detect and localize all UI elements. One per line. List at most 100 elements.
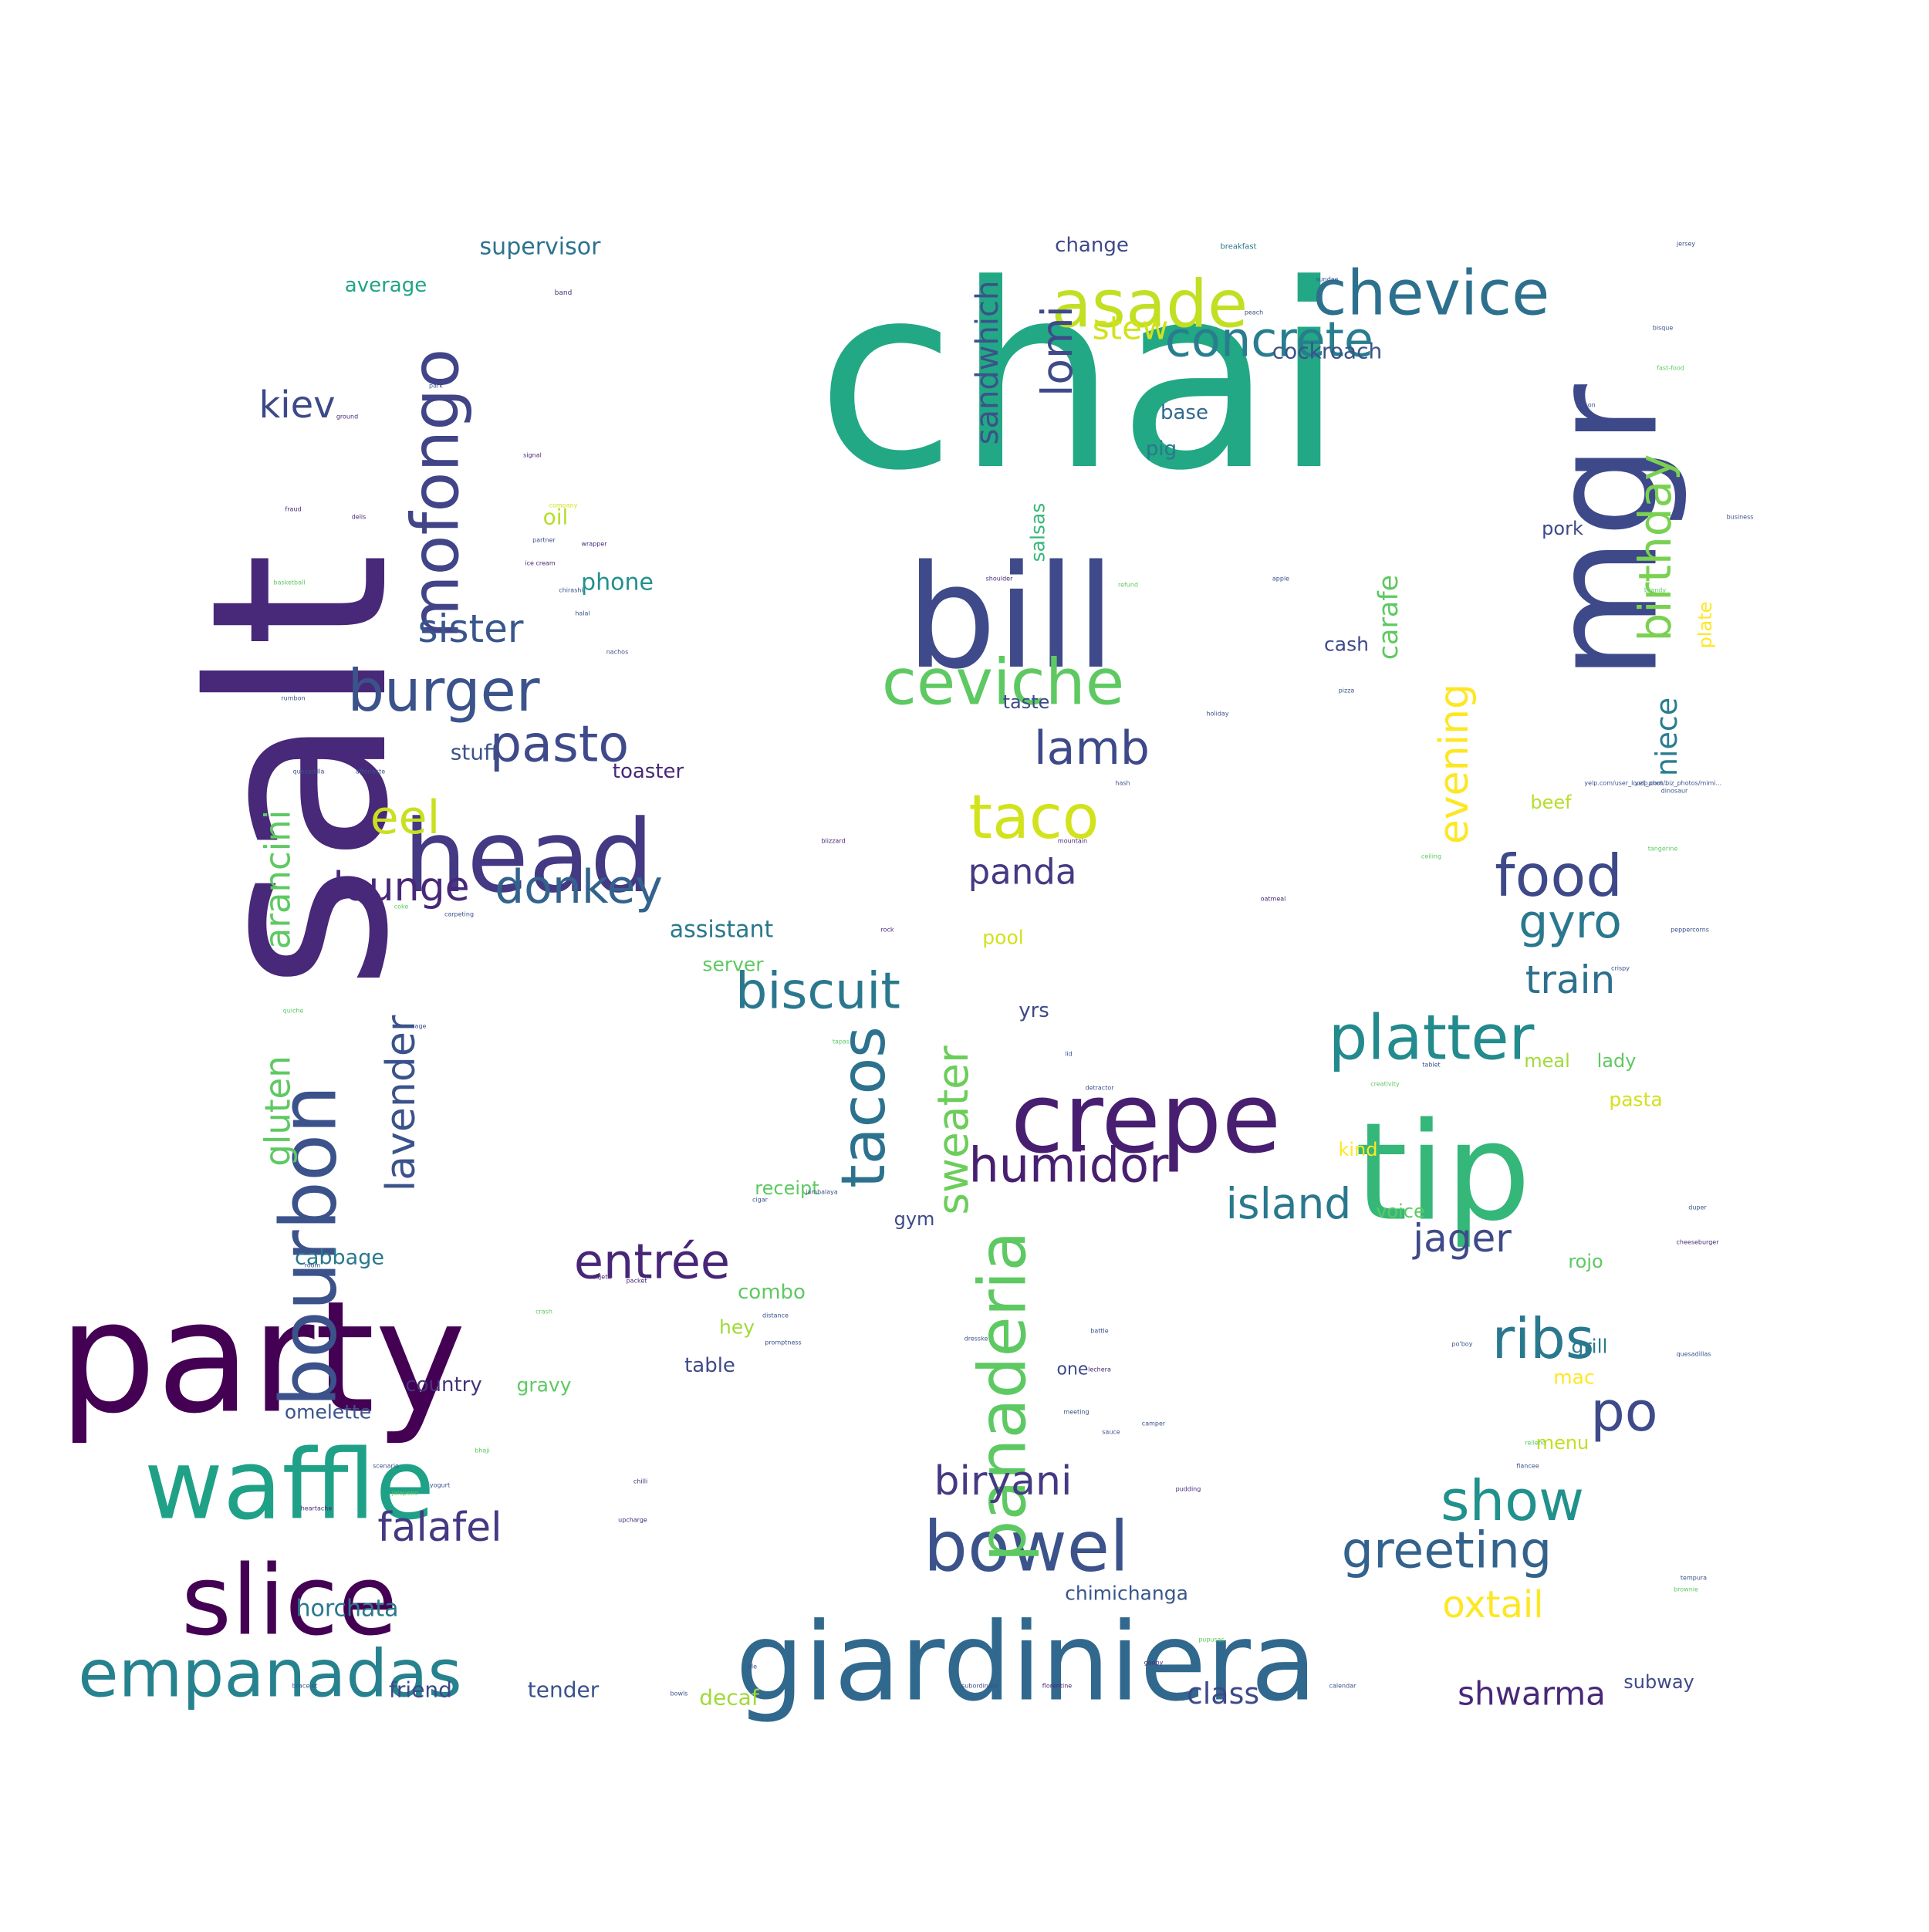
word-186: detractor <box>1085 1085 1114 1092</box>
word-185: lid <box>1065 1051 1073 1058</box>
word-90: server <box>702 954 764 976</box>
word-40: gyro <box>1519 895 1622 949</box>
word-178: yelp.com/biz_photos/mimi... <box>1635 780 1721 787</box>
word-126: carpeting <box>444 911 474 918</box>
word-56: niece <box>1650 697 1684 776</box>
word-30: entrée <box>574 1234 730 1290</box>
word-172: lesson <box>1576 402 1595 409</box>
word-181: tangerine <box>1648 846 1678 853</box>
word-93: one <box>1057 1360 1089 1380</box>
word-63: chimichanga <box>1065 1582 1188 1605</box>
word-145: bracelet <box>292 1683 318 1690</box>
word-15: ceviche <box>882 647 1124 720</box>
word-9: crepe <box>1011 1063 1282 1175</box>
word-50: kiev <box>258 383 335 427</box>
word-49: arancini <box>258 810 299 949</box>
word-141: yogurt <box>430 1482 450 1489</box>
word-102: pasta <box>1609 1089 1662 1111</box>
word-99: pork <box>1542 518 1583 539</box>
word-12: mofongo <box>398 349 475 640</box>
word-116: chirashi <box>559 587 583 594</box>
word-173: business <box>1727 514 1754 521</box>
word-51: gluten <box>258 1056 299 1166</box>
word-41: biryani <box>934 1458 1073 1505</box>
word-120: rumbon <box>281 695 305 702</box>
word-176: oatmeal <box>1261 896 1286 903</box>
word-86: salsas <box>1027 503 1049 562</box>
word-26: greeting <box>1342 1522 1552 1580</box>
word-11: slice <box>181 1545 397 1657</box>
word-38: sweater <box>928 1045 978 1215</box>
word-115: ice cream <box>525 560 555 567</box>
word-91: kind <box>1338 1139 1377 1160</box>
word-18: panaderia <box>965 1231 1042 1562</box>
word-94: rojo <box>1568 1251 1603 1272</box>
word-8: bourbon <box>264 1085 354 1407</box>
word-179: yelp.com/user_local_phot... <box>1584 780 1668 787</box>
word-3: bill <box>906 534 1116 701</box>
word-59: assistant <box>670 917 774 944</box>
word-7: head <box>404 798 654 915</box>
word-165: holiday <box>1206 711 1228 718</box>
word-98: beef <box>1530 792 1572 813</box>
word-42: island <box>1226 1179 1352 1228</box>
word-140: jalapeno <box>391 1490 418 1497</box>
word-167: sundae <box>1316 276 1338 283</box>
word-43: jager <box>1412 1216 1512 1261</box>
word-190: lechera <box>1088 1366 1111 1373</box>
word-29: pasto <box>490 716 629 774</box>
word-125: coke <box>394 904 409 910</box>
word-192: relleno <box>1525 1440 1546 1447</box>
word-81: average <box>345 274 427 297</box>
word-109: signal <box>523 452 542 459</box>
word-65: friend <box>389 1677 452 1703</box>
word-180: dinosaur <box>1661 788 1688 795</box>
word-111: partner <box>532 537 556 544</box>
word-110: company <box>549 502 578 509</box>
word-174: brandy <box>1644 587 1666 594</box>
word-31: donkey <box>495 860 663 914</box>
word-118: halal <box>575 610 590 617</box>
word-147: ale <box>748 1663 757 1670</box>
word-48: lounge <box>333 864 469 910</box>
word-53: panda <box>968 852 1077 893</box>
word-2: party <box>59 1268 467 1448</box>
word-25: show <box>1441 1468 1584 1533</box>
word-0: chai <box>816 230 1345 526</box>
word-122: afterlaste <box>356 768 385 775</box>
word-10: waffle <box>144 1430 435 1542</box>
word-5: tip <box>1355 1095 1531 1251</box>
word-150: goopy <box>1144 1660 1164 1667</box>
word-105: breakfast <box>1220 243 1256 252</box>
word-32: humidor <box>969 1137 1169 1194</box>
word-62: supervisor <box>480 234 602 261</box>
word-44: evening <box>1431 684 1478 844</box>
word-6: giardiniera <box>735 1600 1317 1726</box>
word-36: lomi <box>1032 306 1082 397</box>
word-130: cigar <box>752 1197 769 1204</box>
word-193: fiancee <box>1516 1463 1539 1470</box>
word-54: oxtail <box>1442 1583 1543 1626</box>
word-127: quiche <box>283 1008 304 1015</box>
word-82: change <box>1055 234 1129 257</box>
word-168: peach <box>1245 309 1263 316</box>
word-16: empanadas <box>78 1636 461 1713</box>
word-67: decaf <box>699 1685 760 1711</box>
word-138: scenario <box>373 1463 399 1470</box>
word-74: cabbage <box>295 1246 384 1270</box>
word-177: peppercorns <box>1671 927 1709 934</box>
word-19: tacos <box>829 1026 899 1188</box>
word-21: platter <box>1329 1002 1535 1074</box>
word-124: rock <box>880 927 894 934</box>
word-134: cajeta <box>593 1274 612 1281</box>
word-55: stew <box>1093 309 1169 347</box>
word-1: salt <box>160 552 442 991</box>
word-89: yrs <box>1019 999 1049 1022</box>
word-162: apple <box>1272 576 1289 583</box>
word-78: toaster <box>613 760 684 783</box>
word-20: taco <box>969 783 1100 853</box>
word-61: cockroach <box>1272 339 1382 364</box>
word-104: subway <box>1623 1671 1694 1693</box>
word-139: heartache <box>301 1505 333 1512</box>
